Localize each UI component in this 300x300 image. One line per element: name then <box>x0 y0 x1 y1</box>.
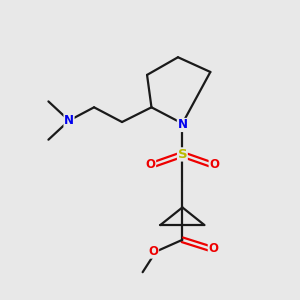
Text: O: O <box>146 158 156 171</box>
Text: S: S <box>178 148 187 161</box>
Text: N: N <box>64 114 74 127</box>
Text: O: O <box>148 245 158 258</box>
Text: N: N <box>177 118 188 131</box>
Text: O: O <box>209 158 219 171</box>
Text: O: O <box>208 242 218 255</box>
